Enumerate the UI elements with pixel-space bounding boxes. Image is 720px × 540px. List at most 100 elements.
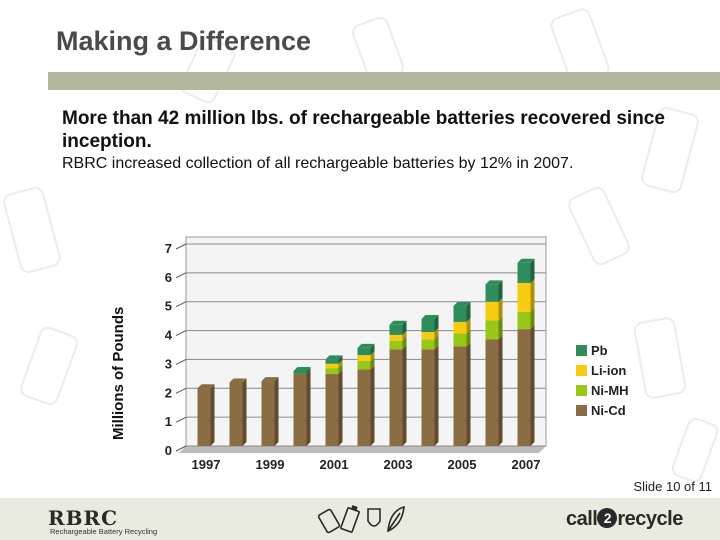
call2recycle-logo-left: call	[566, 508, 598, 530]
y-tick-mark-2	[175, 387, 187, 394]
bar-ni-cd-1999	[261, 381, 275, 446]
battery-icon	[340, 505, 360, 533]
battery-icons-group	[318, 505, 405, 534]
plot-floor	[179, 446, 546, 453]
bar-li-ion-2001	[325, 363, 339, 369]
bar-side-ni-mh-2007	[530, 307, 535, 330]
legend-swatch-ni-mh	[576, 385, 587, 396]
bar-side-ni-cd-1998	[242, 378, 247, 446]
bar-ni-cd-2005	[453, 346, 467, 446]
bar-pb-2004	[421, 319, 435, 333]
bar-pb-2001	[325, 359, 339, 364]
bar-ni-cd-2003	[389, 349, 403, 446]
bar-side-pb-2001	[338, 355, 343, 364]
slide-title: Making a Difference	[56, 26, 312, 56]
bar-side-ni-cd-1997	[210, 384, 215, 446]
bar-side-ni-cd-2001	[338, 369, 343, 446]
legend-swatch-pb	[576, 345, 587, 356]
bar-side-ni-cd-2005	[466, 342, 471, 446]
bar-side-ni-mh-2006	[498, 316, 503, 340]
slide-subtitle-secondary: RBRC increased collection of all recharg…	[62, 155, 574, 172]
bar-ni-cd-2004	[421, 349, 435, 446]
bar-ni-mh-2003	[389, 340, 403, 350]
bar-side-pb-2007	[530, 258, 535, 283]
shield-icon	[367, 508, 381, 527]
bar-cap-2003	[389, 320, 407, 325]
bar-cap-2004	[421, 315, 439, 320]
x-tick-label-2007: 2007	[512, 457, 541, 472]
bar-side-ni-cd-2007	[530, 325, 535, 446]
bar-side-ni-mh-2002	[370, 356, 375, 370]
bar-ni-cd-1998	[229, 382, 243, 446]
bar-side-ni-mh-2001	[338, 364, 343, 374]
y-tick-label-6: 6	[165, 270, 172, 285]
bar-cap-2002	[357, 343, 375, 348]
bar-side-li-ion-2001	[338, 359, 343, 369]
rbrc-logo-subtitle: Rechargeable Battery Recycling	[50, 527, 158, 536]
bar-pb-2003	[389, 324, 403, 335]
bar-li-ion-2007	[517, 282, 531, 312]
bar-pb-2006	[485, 284, 499, 302]
bar-cap-2000	[293, 366, 311, 371]
call2recycle-logo-right: recycle	[617, 508, 683, 530]
y-tick-mark-7	[175, 243, 187, 250]
y-tick-label-1: 1	[165, 414, 172, 429]
x-tick-label-2005: 2005	[448, 457, 477, 472]
bar-side-pb-2003	[402, 320, 407, 335]
bar-side-pb-2002	[370, 343, 375, 356]
bar-side-ni-mh-2003	[402, 336, 407, 350]
bar-li-ion-2002	[357, 355, 371, 361]
legend-label-ni-mh: Ni-MH	[591, 383, 629, 398]
bar-pb-2007	[517, 262, 531, 283]
y-tick-mark-4	[175, 330, 187, 337]
bar-ni-cd-2001	[325, 373, 339, 446]
y-tick-label-4: 4	[165, 328, 173, 343]
phone-icon	[318, 508, 341, 534]
call2recycle-logo: call 2 recycle	[566, 508, 683, 531]
bar-side-ni-cd-2000	[306, 369, 311, 446]
bar-side-li-ion-2004	[434, 328, 439, 340]
bar-side-ni-cd-2004	[434, 345, 439, 446]
legend-swatch-li-ion	[576, 365, 587, 376]
legend-swatch-ni-cd	[576, 405, 587, 416]
bar-side-li-ion-2005	[466, 317, 471, 334]
legend-label-ni-cd: Ni-Cd	[591, 403, 626, 418]
bar-side-li-ion-2006	[498, 297, 503, 321]
bar-ni-cd-2006	[485, 339, 499, 446]
bar-ni-cd-2000	[293, 373, 307, 446]
bar-side-ni-mh-2005	[466, 329, 471, 347]
bar-pb-2000	[293, 370, 307, 374]
y-tick-mark-1	[175, 416, 187, 423]
bar-ni-cd-2002	[357, 369, 371, 446]
bar-ni-mh-2005	[453, 333, 467, 347]
rbrc-logo: RBRC	[48, 506, 119, 530]
x-tick-label-1997: 1997	[192, 457, 221, 472]
call2recycle-logo-two: 2	[597, 508, 618, 528]
y-tick-label-2: 2	[165, 385, 172, 400]
bar-side-pb-2004	[434, 315, 439, 333]
bar-side-ni-cd-2003	[402, 345, 407, 446]
bar-side-pb-2006	[498, 280, 503, 302]
bar-side-li-ion-2002	[370, 351, 375, 361]
slide-subtitle: More than 42 million lbs. of rechargeabl…	[62, 108, 665, 152]
x-tick-label-1999: 1999	[256, 457, 285, 472]
legend-label-pb: Pb	[591, 343, 608, 358]
x-tick-label-2001: 2001	[320, 457, 349, 472]
y-tick-mark-3	[175, 358, 187, 365]
title-bar	[48, 72, 720, 90]
bar-cap-2005	[453, 302, 471, 307]
legend-label-li-ion: Li-ion	[591, 363, 626, 378]
bar-ni-cd-1997	[197, 388, 211, 446]
y-tick-label-5: 5	[165, 299, 172, 314]
bar-side-ni-mh-2004	[434, 335, 439, 350]
bar-ni-mh-2002	[357, 360, 371, 370]
bar-side-pb-2000	[306, 366, 311, 374]
bar-li-ion-2006	[485, 301, 499, 321]
y-tick-label-0: 0	[165, 443, 172, 458]
bar-ni-cd-2007	[517, 329, 531, 446]
y-tick-mark-0	[175, 445, 187, 452]
y-tick-mark-5	[175, 301, 187, 308]
bar-cap-2007	[517, 258, 535, 263]
bar-side-ni-cd-2002	[370, 365, 375, 446]
bar-li-ion-2005	[453, 321, 467, 334]
